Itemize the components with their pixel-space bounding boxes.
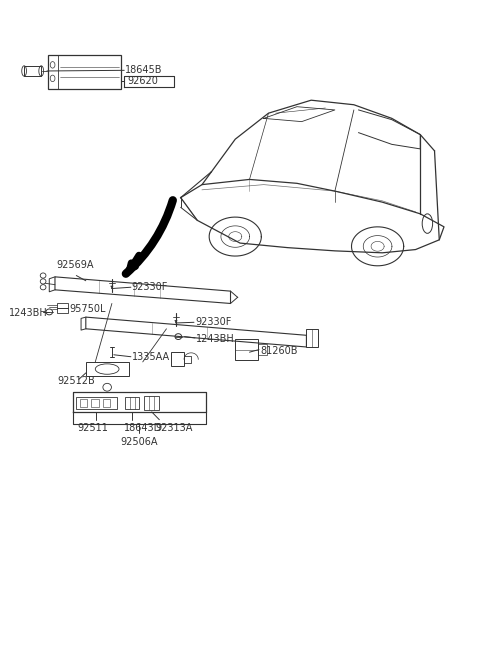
- FancyArrowPatch shape: [130, 255, 139, 269]
- Bar: [24, 66, 41, 76]
- Bar: [57, 303, 68, 313]
- Bar: [103, 399, 110, 407]
- Text: 92511: 92511: [78, 423, 108, 433]
- FancyArrowPatch shape: [126, 200, 173, 274]
- Bar: [258, 345, 266, 355]
- Bar: [76, 397, 117, 409]
- Bar: [48, 55, 121, 88]
- Text: 1243BH: 1243BH: [9, 309, 47, 318]
- Text: 1335AA: 1335AA: [132, 352, 170, 362]
- Text: 92330F: 92330F: [132, 282, 168, 292]
- Bar: [92, 399, 98, 407]
- Bar: [80, 399, 87, 407]
- Bar: [171, 352, 184, 366]
- Text: 18643D: 18643D: [124, 423, 162, 433]
- Text: 92569A: 92569A: [56, 259, 94, 269]
- Text: 92506A: 92506A: [120, 437, 158, 447]
- Text: 92620: 92620: [128, 77, 158, 86]
- Text: 1243BH: 1243BH: [196, 333, 235, 343]
- Bar: [125, 397, 139, 409]
- Text: 95750L: 95750L: [69, 305, 106, 314]
- Text: 81260B: 81260B: [260, 346, 298, 356]
- Bar: [306, 329, 318, 347]
- Bar: [86, 362, 129, 376]
- Text: 92330F: 92330F: [195, 317, 231, 328]
- Bar: [235, 339, 258, 360]
- Text: 92512B: 92512B: [57, 376, 95, 386]
- Bar: [144, 396, 159, 410]
- Text: 18645B: 18645B: [125, 66, 163, 75]
- Text: 92313A: 92313A: [156, 423, 193, 433]
